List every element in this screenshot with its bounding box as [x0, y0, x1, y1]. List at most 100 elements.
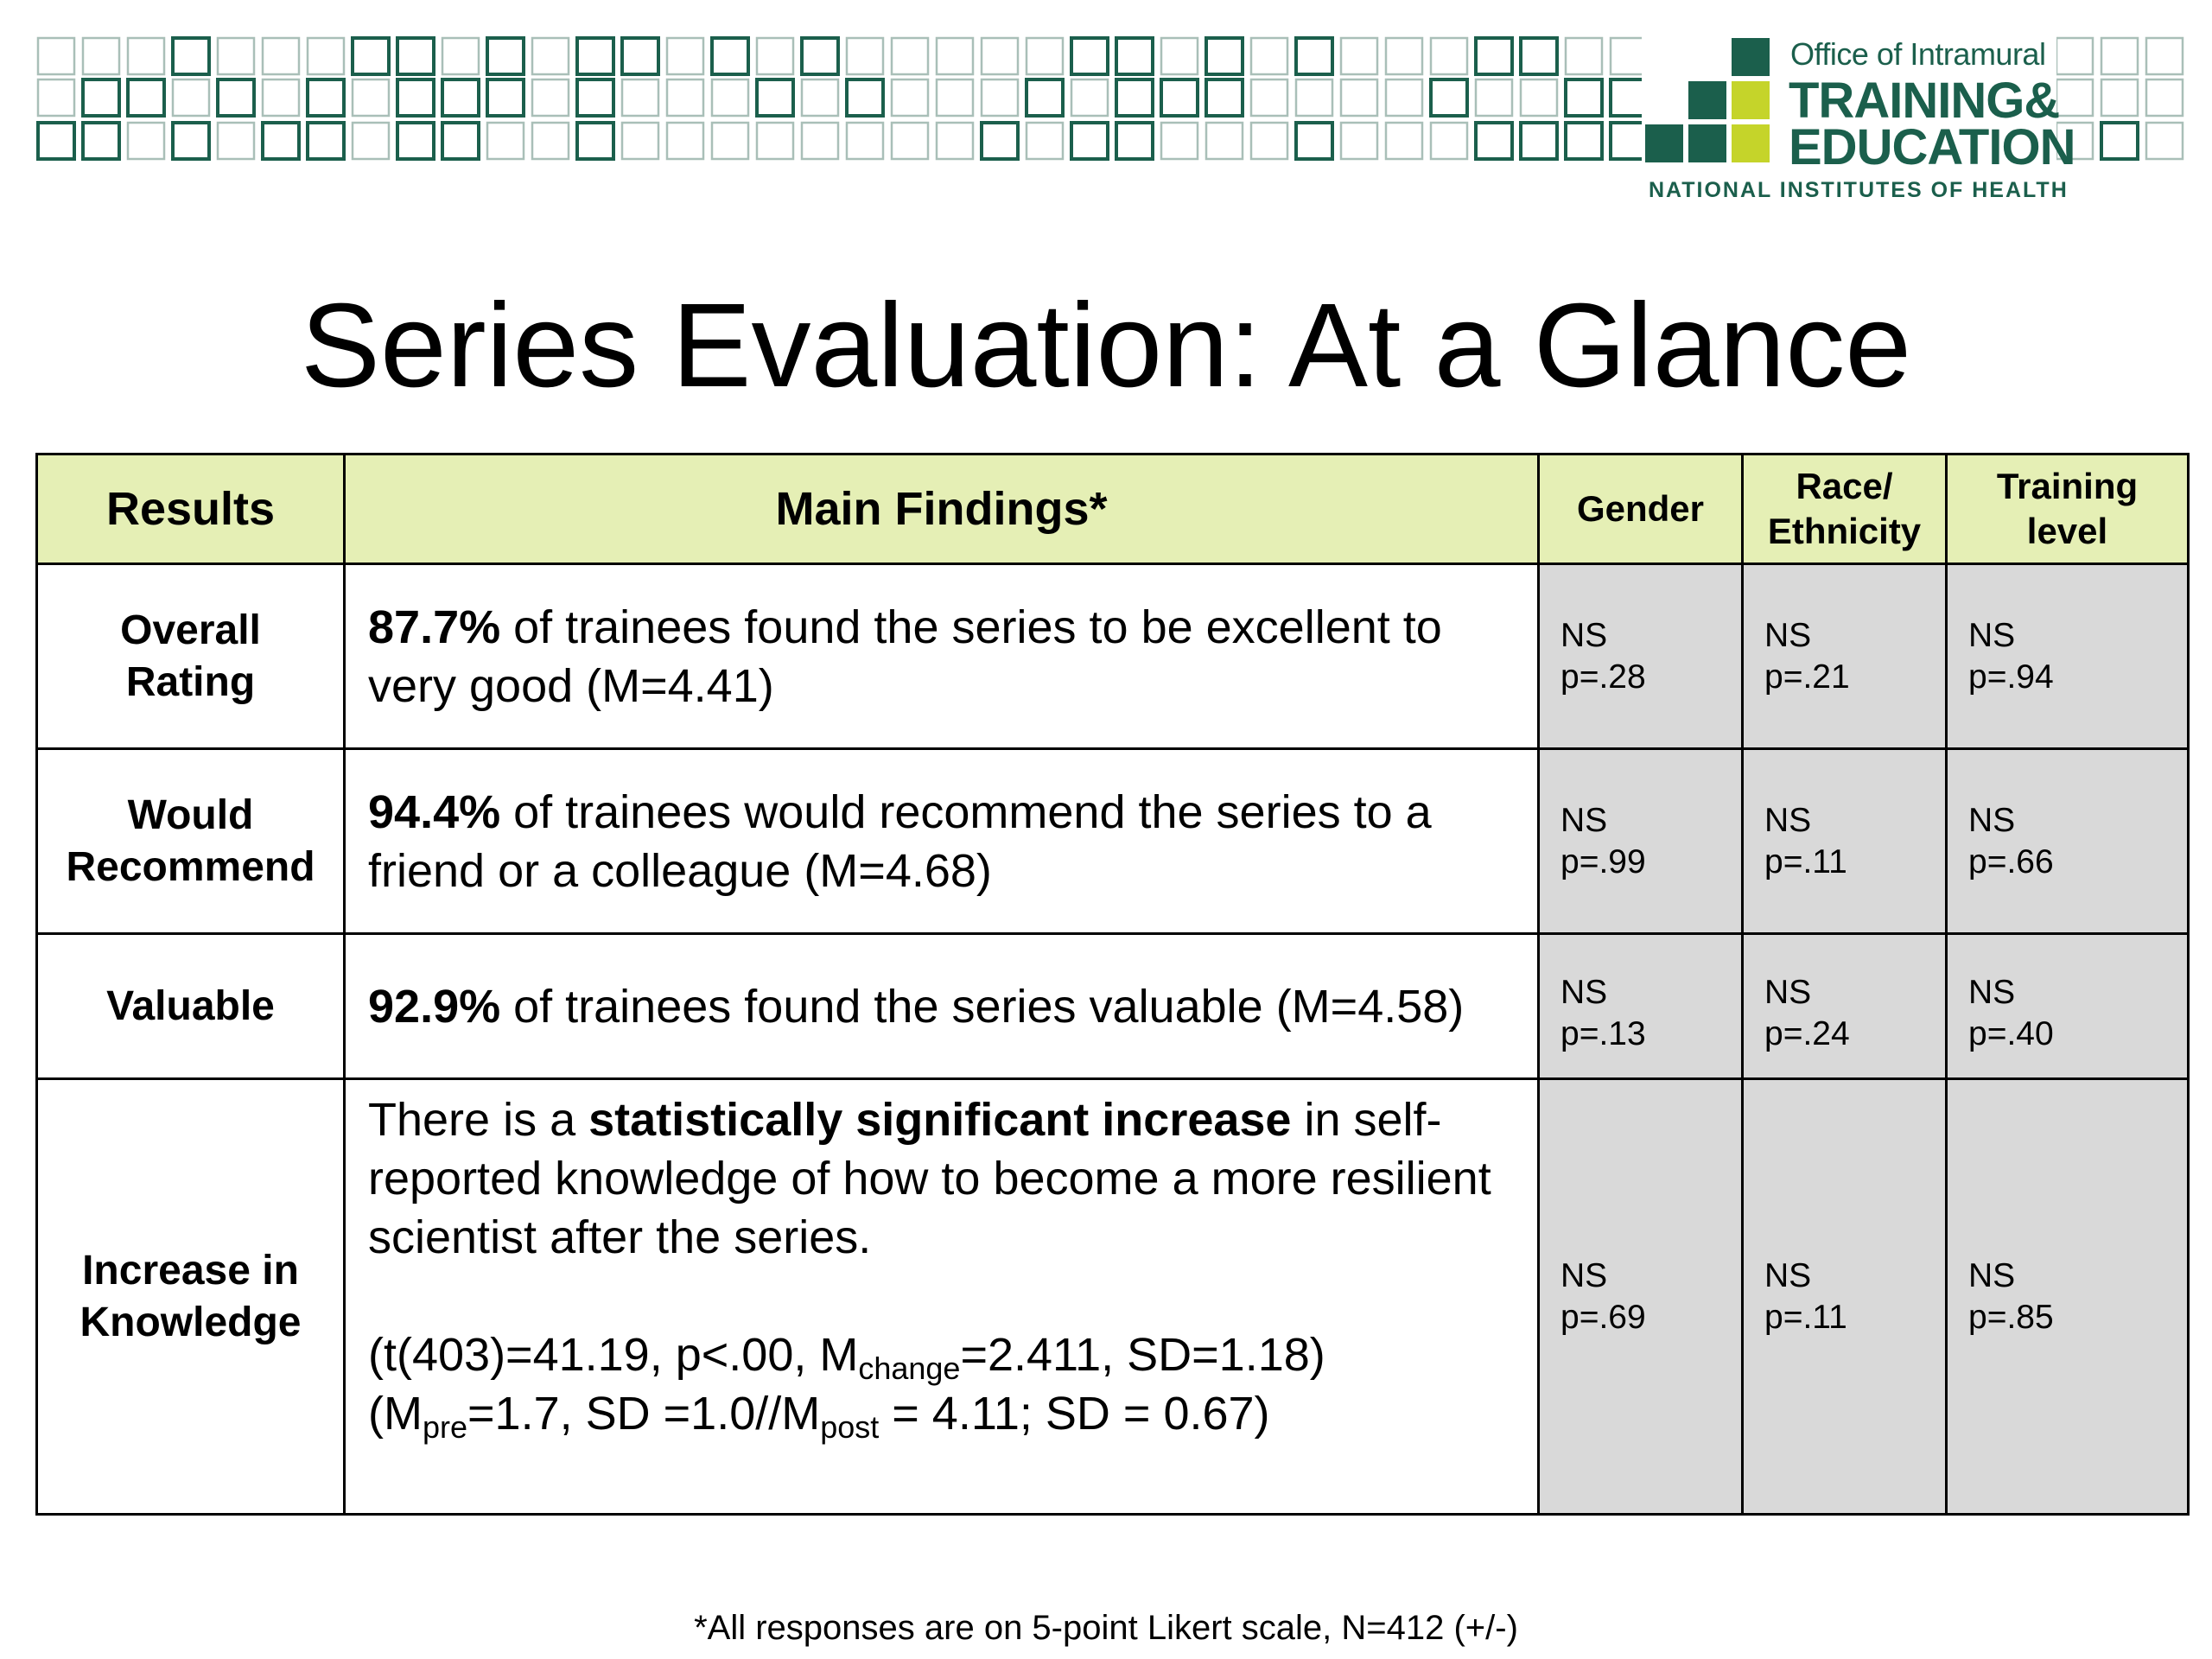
stat-training: NS p=.85 [1945, 1077, 2190, 1516]
decorative-square [531, 121, 570, 161]
decorative-square [935, 78, 975, 118]
decorative-square [2145, 36, 2184, 76]
stat-p: p=.85 [1968, 1298, 2054, 1336]
decorative-square [1025, 36, 1065, 76]
table-header-row: Results Main Findings* Gender Race/ Ethn… [35, 453, 2190, 565]
decorative-square [1160, 36, 1199, 76]
decorative-square [710, 121, 750, 161]
finding-would-recommend: 94.4% of trainees would recommend the se… [343, 747, 1540, 935]
stat-p: p=.11 [1764, 1298, 1847, 1336]
logo-education-text: EDUCATION [1789, 119, 2075, 175]
decorative-square [1519, 121, 1559, 161]
decorative-square [306, 78, 346, 118]
decorative-square [845, 36, 885, 76]
decorative-square [1429, 36, 1469, 76]
decorative-square [1025, 78, 1065, 118]
decorative-square [351, 121, 391, 161]
logo-blocks-icon [1645, 38, 1770, 162]
decorative-square [575, 36, 615, 76]
header-main-findings: Main Findings* [343, 453, 1540, 565]
decorative-square [710, 78, 750, 118]
decorative-square [2100, 78, 2139, 118]
decorative-square [441, 36, 480, 76]
header-training-level: Training level [1945, 453, 2190, 565]
decorative-square [261, 36, 301, 76]
decorative-square [1025, 121, 1065, 161]
stat-race: NS p=.21 [1741, 563, 1948, 750]
decorative-square [36, 36, 76, 76]
header-race-line2: Ethnicity [1767, 511, 1922, 551]
decorative-square [1115, 121, 1154, 161]
stat-p: p=.24 [1764, 1014, 1850, 1052]
decorative-square [980, 78, 1020, 118]
decorative-square [575, 78, 615, 118]
decorative-square [1474, 121, 1514, 161]
decorative-square [800, 121, 840, 161]
formula-part: =1.7, SD =1.0//M [467, 1388, 821, 1440]
header-banner: Office of Intramural TRAINING& EDUCATION… [0, 0, 2212, 207]
stat-gender: NS p=.69 [1537, 1077, 1744, 1516]
decorative-square [216, 121, 256, 161]
table-row: Increase in Knowledge There is a statist… [35, 1077, 2190, 1516]
decorative-square [261, 121, 301, 161]
stat-gender: NS p=.28 [1537, 563, 1744, 750]
decorative-square [800, 36, 840, 76]
stat-p: p=.40 [1968, 1014, 2054, 1052]
decorative-square [1564, 121, 1604, 161]
decorative-square [36, 78, 76, 118]
decorative-square [1609, 78, 1642, 118]
decorative-square [126, 121, 166, 161]
decorative-square [1609, 121, 1642, 161]
stat-ns: NS [1968, 1256, 2016, 1294]
stat-p: p=.11 [1764, 842, 1847, 880]
decorative-square [396, 36, 435, 76]
decorative-square [171, 78, 211, 118]
decorative-square [2145, 78, 2184, 118]
decorative-square [261, 78, 301, 118]
decorative-square [126, 36, 166, 76]
decorative-square [2100, 36, 2139, 76]
formula-subscript: post [820, 1409, 880, 1445]
header-race-line1: Race/ [1796, 466, 1893, 506]
decorative-square [665, 78, 705, 118]
stat-race: NS p=.24 [1741, 932, 1948, 1080]
decorative-square [1294, 121, 1334, 161]
decorative-square [1070, 78, 1109, 118]
decorative-square [441, 121, 480, 161]
decorative-square [351, 78, 391, 118]
decorative-square [486, 121, 525, 161]
finding-percent: 92.9% [368, 980, 501, 1033]
stat-p: p=.66 [1968, 842, 2054, 880]
decorative-square [216, 36, 256, 76]
decorative-square [1519, 78, 1559, 118]
stat-ns: NS [1560, 616, 1608, 654]
finding-percent: 94.4% [368, 785, 501, 838]
decorative-square [1249, 36, 1289, 76]
stat-ns: NS [1968, 973, 2016, 1011]
header-results: Results [35, 453, 346, 565]
decorative-square [486, 36, 525, 76]
decorative-square [980, 121, 1020, 161]
decorative-square [980, 36, 1020, 76]
stat-ns: NS [1764, 1256, 1812, 1294]
stat-ns: NS [1764, 973, 1812, 1011]
stat-gender: NS p=.13 [1537, 932, 1744, 1080]
decorative-square [1070, 36, 1109, 76]
finding-overall-rating: 87.7% of trainees found the series to be… [343, 563, 1540, 750]
stat-ns: NS [1560, 973, 1608, 1011]
row-label-line2: Rating [125, 658, 256, 705]
stat-p: p=.21 [1764, 658, 1850, 696]
decorative-square [755, 121, 795, 161]
nih-oite-logo: Office of Intramural TRAINING& EDUCATION… [1642, 31, 2075, 204]
decorative-square [486, 78, 525, 118]
decorative-square [396, 121, 435, 161]
decorative-square [1249, 121, 1289, 161]
footnote: *All responses are on 5-point Likert sca… [694, 1609, 1518, 1647]
decorative-square [306, 36, 346, 76]
header-race-ethnicity: Race/ Ethnicity [1741, 453, 1948, 565]
decorative-square [800, 78, 840, 118]
stat-ns: NS [1560, 801, 1608, 839]
row-label-line2: Knowledge [79, 1299, 302, 1345]
stat-training: NS p=.66 [1945, 747, 2190, 935]
decorative-square [81, 36, 121, 76]
